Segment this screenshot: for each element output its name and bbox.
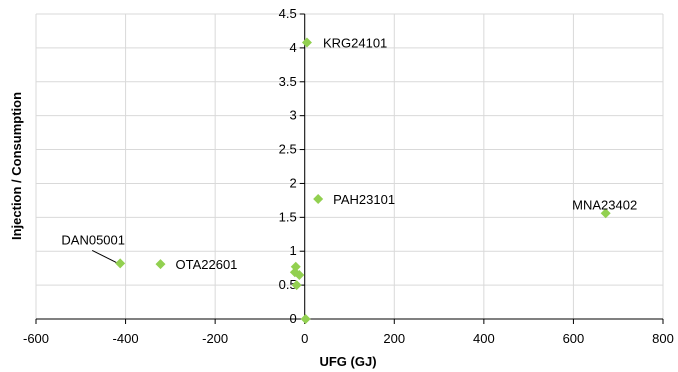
y-tick-label: 3 xyxy=(289,108,296,123)
data-point xyxy=(291,280,302,291)
x-tick-label: 0 xyxy=(301,331,308,346)
y-tick-label: 1.5 xyxy=(279,209,297,224)
y-tick-label: 0.5 xyxy=(279,277,297,292)
data-point xyxy=(600,208,611,219)
y-tick-label: 1 xyxy=(289,243,296,258)
data-point xyxy=(300,314,311,324)
data-point xyxy=(294,269,305,280)
y-axis-title: Injection / Consumption xyxy=(9,92,24,240)
label-leader-line xyxy=(91,249,117,263)
y-tick-label: 0 xyxy=(289,311,296,326)
x-tick-label: 800 xyxy=(652,331,674,346)
x-tick-label: -200 xyxy=(202,331,228,346)
x-tick-label: 600 xyxy=(563,331,585,346)
point-labels: KRG24101 PAH23101 MNA23402 DAN05001 OTA22601 xyxy=(61,35,637,272)
y-tick-label: 4 xyxy=(289,40,296,55)
x-tick-label: -600 xyxy=(23,331,49,346)
data-point xyxy=(155,259,166,270)
point-label: OTA22601 xyxy=(176,257,238,272)
x-tick-label: 400 xyxy=(473,331,495,346)
x-tick-labels: -600 -400 -200 0 200 400 600 800 xyxy=(23,331,674,346)
y-tick-label: 2.5 xyxy=(279,142,297,157)
point-label: DAN05001 xyxy=(61,232,125,247)
y-tick-label: 2 xyxy=(289,175,296,190)
data-point xyxy=(115,258,126,269)
point-label: KRG24101 xyxy=(323,35,387,50)
x-tick-label: -400 xyxy=(113,331,139,346)
x-axis-title: UFG (GJ) xyxy=(319,354,376,369)
y-tick-label: 3.5 xyxy=(279,74,297,89)
data-point xyxy=(301,37,312,48)
data-points xyxy=(115,37,611,324)
data-point xyxy=(313,194,324,205)
point-label: MNA23402 xyxy=(572,197,637,212)
y-tick-label: 4.5 xyxy=(279,6,297,21)
y-tick-labels: 0 0.5 1 1.5 2 2.5 3 3.5 4 4.5 xyxy=(279,6,297,326)
gridlines xyxy=(35,13,664,320)
point-label: PAH23101 xyxy=(333,192,395,207)
x-tick-label: 200 xyxy=(383,331,405,346)
